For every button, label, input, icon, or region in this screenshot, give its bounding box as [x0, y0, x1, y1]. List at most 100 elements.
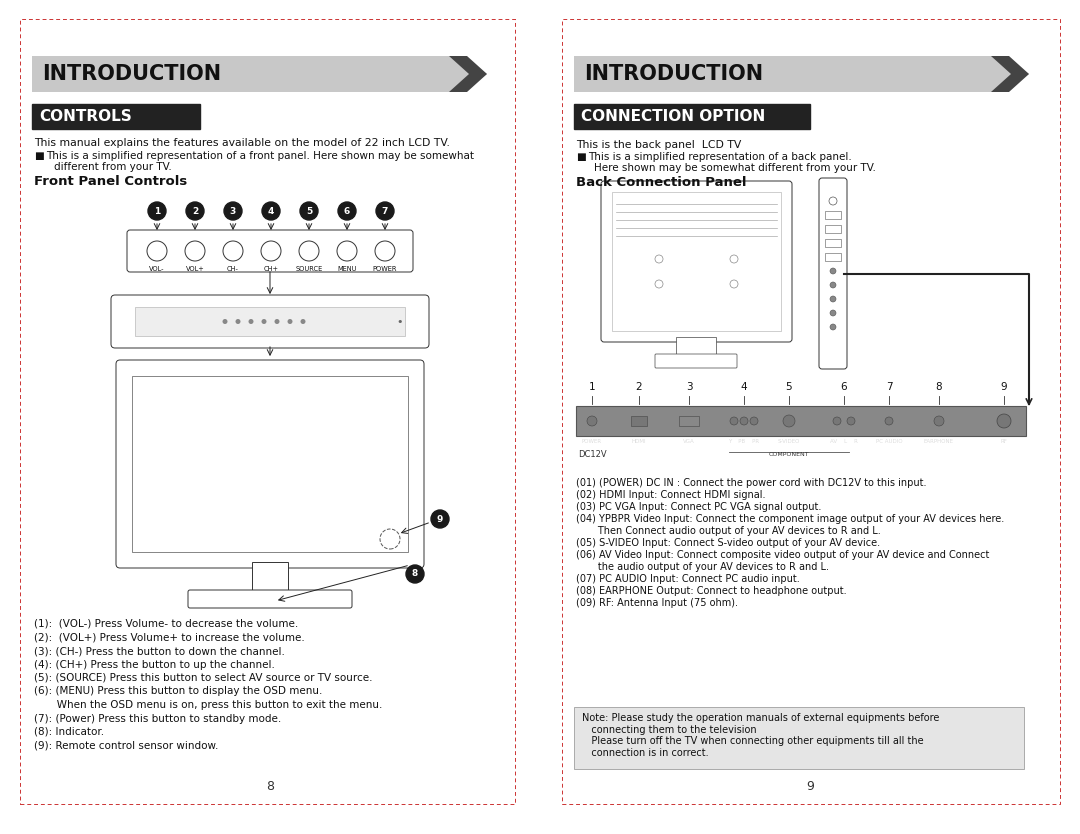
Circle shape — [831, 296, 836, 302]
Circle shape — [829, 197, 837, 205]
Circle shape — [831, 268, 836, 274]
Text: (4): (CH+) Press the button to up the channel.: (4): (CH+) Press the button to up the ch… — [33, 660, 275, 670]
Text: CONTROLS: CONTROLS — [39, 109, 132, 124]
Text: 2: 2 — [192, 207, 198, 215]
Circle shape — [740, 417, 748, 425]
Circle shape — [847, 417, 855, 425]
Text: CH+: CH+ — [264, 266, 279, 272]
Text: Here shown may be somewhat different from your TV.: Here shown may be somewhat different fro… — [594, 163, 876, 173]
Circle shape — [222, 319, 228, 324]
Text: Y    PB    PR: Y PB PR — [728, 439, 759, 444]
Polygon shape — [32, 56, 487, 92]
Text: 8: 8 — [411, 570, 418, 579]
FancyBboxPatch shape — [252, 562, 288, 592]
Circle shape — [147, 241, 167, 261]
Text: the audio output of your AV devices to R and L.: the audio output of your AV devices to R… — [576, 562, 829, 572]
FancyBboxPatch shape — [111, 295, 429, 348]
FancyBboxPatch shape — [116, 360, 424, 568]
Text: POWER: POWER — [373, 266, 397, 272]
FancyBboxPatch shape — [188, 590, 352, 608]
Text: (04) YPBPR Video Input: Connect the component image output of your AV devices he: (04) YPBPR Video Input: Connect the comp… — [576, 514, 1004, 524]
Text: COMPONENT: COMPONENT — [769, 452, 809, 457]
Circle shape — [262, 202, 280, 220]
Circle shape — [261, 241, 281, 261]
FancyBboxPatch shape — [654, 354, 737, 368]
Circle shape — [300, 319, 306, 324]
Text: 8: 8 — [266, 780, 274, 792]
Circle shape — [185, 241, 205, 261]
FancyBboxPatch shape — [127, 230, 413, 272]
Text: VOL-: VOL- — [149, 266, 165, 272]
Circle shape — [654, 280, 663, 288]
Circle shape — [588, 416, 597, 426]
Text: Back Connection Panel: Back Connection Panel — [576, 176, 746, 189]
Text: INTRODUCTION: INTRODUCTION — [584, 64, 764, 84]
Circle shape — [750, 417, 758, 425]
Text: •: • — [396, 316, 403, 326]
Text: (02) HDMI Input: Connect HDMI signal.: (02) HDMI Input: Connect HDMI signal. — [576, 490, 766, 500]
FancyBboxPatch shape — [825, 211, 841, 219]
Text: CH-: CH- — [227, 266, 239, 272]
Text: 1: 1 — [153, 207, 160, 215]
Text: (03) PC VGA Input: Connect PC VGA signal output.: (03) PC VGA Input: Connect PC VGA signal… — [576, 502, 822, 512]
Text: VOL+: VOL+ — [186, 266, 204, 272]
Circle shape — [300, 202, 318, 220]
Text: When the OSD menu is on, press this button to exit the menu.: When the OSD menu is on, press this butt… — [33, 700, 382, 710]
Circle shape — [224, 202, 242, 220]
Text: EARPHONE: EARPHONE — [924, 439, 954, 444]
Text: 6: 6 — [840, 382, 848, 392]
Circle shape — [730, 255, 738, 263]
Polygon shape — [573, 56, 1029, 92]
Text: DC12V: DC12V — [578, 450, 607, 459]
FancyBboxPatch shape — [576, 406, 1026, 436]
Text: RF: RF — [1000, 439, 1008, 444]
Circle shape — [222, 241, 243, 261]
Text: INTRODUCTION: INTRODUCTION — [42, 64, 221, 84]
Text: 2: 2 — [636, 382, 643, 392]
Circle shape — [148, 202, 166, 220]
Text: PC AUDIO: PC AUDIO — [876, 439, 902, 444]
Text: CONNECTION OPTION: CONNECTION OPTION — [581, 109, 766, 124]
Text: 4: 4 — [268, 207, 274, 215]
Circle shape — [783, 415, 795, 427]
Text: This is a simplified representation of a back panel.: This is a simplified representation of a… — [588, 152, 852, 162]
Text: This manual explains the features available on the model of 22 inch LCD TV.: This manual explains the features availa… — [33, 138, 450, 148]
Circle shape — [997, 414, 1011, 428]
Text: S-VIDEO: S-VIDEO — [778, 439, 800, 444]
Text: different from your TV.: different from your TV. — [54, 162, 172, 172]
Circle shape — [431, 510, 449, 528]
FancyBboxPatch shape — [573, 707, 1024, 769]
Circle shape — [376, 202, 394, 220]
Circle shape — [287, 319, 293, 324]
Text: (09) RF: Antenna Input (75 ohm).: (09) RF: Antenna Input (75 ohm). — [576, 598, 738, 608]
Circle shape — [235, 319, 241, 324]
Text: SOURCE: SOURCE — [295, 266, 323, 272]
FancyBboxPatch shape — [32, 104, 200, 129]
Text: AV    L    R: AV L R — [831, 439, 858, 444]
Polygon shape — [991, 56, 1029, 92]
Text: 5: 5 — [306, 207, 312, 215]
Polygon shape — [449, 56, 487, 92]
Text: (7): (Power) Press this button to standby mode.: (7): (Power) Press this button to standb… — [33, 714, 281, 724]
Circle shape — [274, 319, 280, 324]
Circle shape — [186, 202, 204, 220]
Circle shape — [934, 416, 944, 426]
Circle shape — [380, 529, 400, 549]
FancyBboxPatch shape — [612, 192, 781, 331]
Circle shape — [885, 417, 893, 425]
Text: Front Panel Controls: Front Panel Controls — [33, 175, 187, 188]
Text: (6): (MENU) Press this button to display the OSD menu.: (6): (MENU) Press this button to display… — [33, 686, 322, 696]
Text: 6: 6 — [343, 207, 350, 215]
Circle shape — [261, 319, 267, 324]
Text: 5: 5 — [785, 382, 793, 392]
Text: ■: ■ — [33, 151, 44, 161]
Circle shape — [831, 310, 836, 316]
Text: 7: 7 — [382, 207, 388, 215]
Text: This is the back panel  LCD TV: This is the back panel LCD TV — [576, 140, 741, 150]
Text: 3: 3 — [686, 382, 692, 392]
FancyBboxPatch shape — [135, 307, 405, 336]
Text: VGA: VGA — [684, 439, 694, 444]
Text: Then Connect audio output of your AV devices to R and L.: Then Connect audio output of your AV dev… — [576, 526, 881, 536]
FancyBboxPatch shape — [132, 376, 408, 552]
Text: HDMI: HDMI — [632, 439, 646, 444]
